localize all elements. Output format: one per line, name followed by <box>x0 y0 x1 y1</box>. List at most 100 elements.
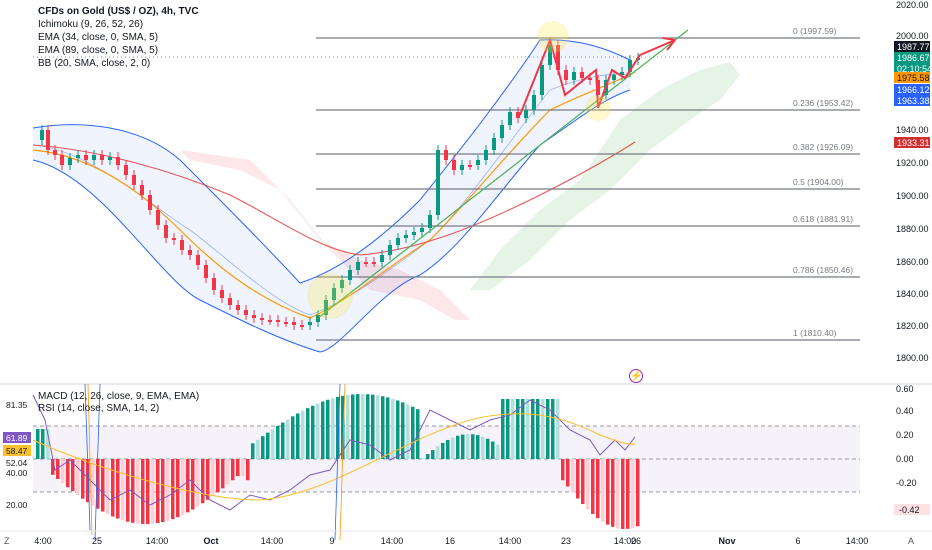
macd-bar <box>246 459 250 481</box>
macd-bar <box>511 399 515 459</box>
macd-axis-label: 0.00 <box>896 454 914 464</box>
macd-bar <box>606 459 610 525</box>
price-axis-label: 2020.00 <box>896 0 929 10</box>
macd-badge-bg <box>894 504 930 515</box>
macd-bar <box>401 402 405 459</box>
chart-legend: CFDs on Gold (US$ / OZ), 4h, TVC Ichimok… <box>38 5 199 70</box>
macd-bar <box>446 439 450 459</box>
candle-body <box>53 150 57 155</box>
macd-bar <box>471 434 475 459</box>
macd-histogram <box>36 394 640 529</box>
macd-bar <box>261 436 265 459</box>
indicator-bb[interactable]: BB (20, SMA, close, 2, 0) <box>38 58 151 69</box>
macd-bar <box>36 429 40 459</box>
rsi-axis-label: 81.35 <box>6 400 28 410</box>
indicator-rsi[interactable]: RSI (14, close, SMA, 14, 2) <box>38 403 160 414</box>
macd-bar <box>366 394 370 459</box>
macd-bar <box>346 394 350 459</box>
highlight-circle-mid[interactable] <box>585 95 611 121</box>
auto-scale-button[interactable]: A <box>908 536 915 546</box>
candle-body <box>340 280 344 288</box>
highlight-circle-top[interactable] <box>537 21 569 53</box>
macd-bar <box>516 399 520 459</box>
macd-bar <box>256 439 260 459</box>
price-badge-bg <box>894 84 930 95</box>
macd-bar <box>61 459 65 484</box>
macd-bar <box>571 459 575 493</box>
price-badge: 1933.31 <box>897 138 930 148</box>
candle-body <box>548 45 552 65</box>
symbol-title[interactable]: CFDs on Gold (US$ / OZ), 4h, TVC <box>38 6 199 17</box>
price-axis-label: 1820.00 <box>896 321 929 331</box>
time-axis-label: 25 <box>92 536 102 546</box>
macd-bar <box>391 398 395 459</box>
indicator-ema-89[interactable]: EMA (89, close, 0, SMA, 5) <box>38 45 159 56</box>
macd-axis[interactable]: 0.60 0.40 0.20 0.00 -0.20 -0.42 <box>894 384 930 515</box>
macd-bar <box>616 459 620 529</box>
macd-bar <box>296 413 300 459</box>
price-axis[interactable]: 2020.00 2000.00 1940.00 1920.00 1900.00 1880.… <box>896 0 929 363</box>
candle-body <box>60 155 64 165</box>
time-axis[interactable]: 4:00 25 14:00 Oct 14:00 9 14:00 16 14:00 23 14:00 N… <box>34 536 868 546</box>
candle-body <box>188 250 192 255</box>
time-axis-label: 6 <box>795 536 800 546</box>
macd-bar <box>556 399 560 459</box>
lightning-icon[interactable]: ⚡ <box>629 369 643 383</box>
macd-bar <box>431 450 435 459</box>
candle-body <box>436 150 440 215</box>
macd-axis-label: 0.60 <box>896 384 914 394</box>
time-axis-label: 14:00 <box>381 536 404 546</box>
macd-bar <box>621 459 625 529</box>
price-axis-label: 1940.00 <box>896 125 929 135</box>
highlight-circle-bottom[interactable] <box>307 273 353 319</box>
trendline[interactable] <box>317 29 689 319</box>
candle-body <box>324 300 328 315</box>
candle-body <box>364 262 368 264</box>
candle-body <box>468 165 472 167</box>
macd-bar <box>306 408 310 459</box>
time-axis-label: 16 <box>445 536 455 546</box>
fibonacci-retracement[interactable]: 0 (1997.59) 0.236 (1953.42) 0.382 (1926.09… <box>316 26 860 341</box>
macd-bar <box>166 459 170 521</box>
candle-body <box>372 262 376 264</box>
macd-bar <box>211 459 215 497</box>
candle-body <box>484 150 488 160</box>
macd-bar <box>486 438 490 459</box>
macd-bar <box>551 399 555 459</box>
candle-body <box>276 320 280 322</box>
candle-body <box>140 185 144 195</box>
time-axis-label: Oct <box>203 536 218 546</box>
macd-bar <box>386 397 390 459</box>
macd-bar <box>496 444 500 459</box>
macd-bar <box>476 435 480 459</box>
macd-bar <box>351 394 355 459</box>
price-badge: 1986.67 <box>897 53 930 63</box>
candle-body <box>540 65 544 95</box>
zigzag-annotation[interactable] <box>519 36 676 116</box>
macd-bar <box>566 459 570 487</box>
candle-body <box>492 138 496 150</box>
timezone-z-label[interactable]: Z <box>4 536 10 546</box>
macd-bar <box>396 400 400 459</box>
macd-bar <box>336 396 340 459</box>
fib-label: 0.5 (1904.00) <box>793 177 844 187</box>
indicator-ema-34[interactable]: EMA (34, close, 0, SMA, 5) <box>38 32 159 43</box>
macd-bar <box>106 459 110 515</box>
macd-bar <box>586 459 590 510</box>
macd-bar <box>266 432 270 459</box>
candle-body <box>476 160 480 165</box>
macd-bar <box>96 459 100 509</box>
macd-bar <box>331 398 335 459</box>
candle-body <box>524 110 528 118</box>
candle-body <box>612 75 616 80</box>
candle-body <box>500 125 504 138</box>
time-axis-label: 4:00 <box>34 536 52 546</box>
indicator-macd[interactable]: MACD (12, 26, close, 9, EMA, EMA) <box>38 391 200 402</box>
macd-bar <box>441 442 445 459</box>
price-badge-bg <box>894 52 930 63</box>
candle-body <box>196 255 200 265</box>
arrow-head-icon <box>662 37 676 51</box>
time-axis-label: 26 <box>631 536 641 546</box>
indicator-ichimoku[interactable]: Ichimoku (9, 26, 52, 26) <box>38 19 144 30</box>
